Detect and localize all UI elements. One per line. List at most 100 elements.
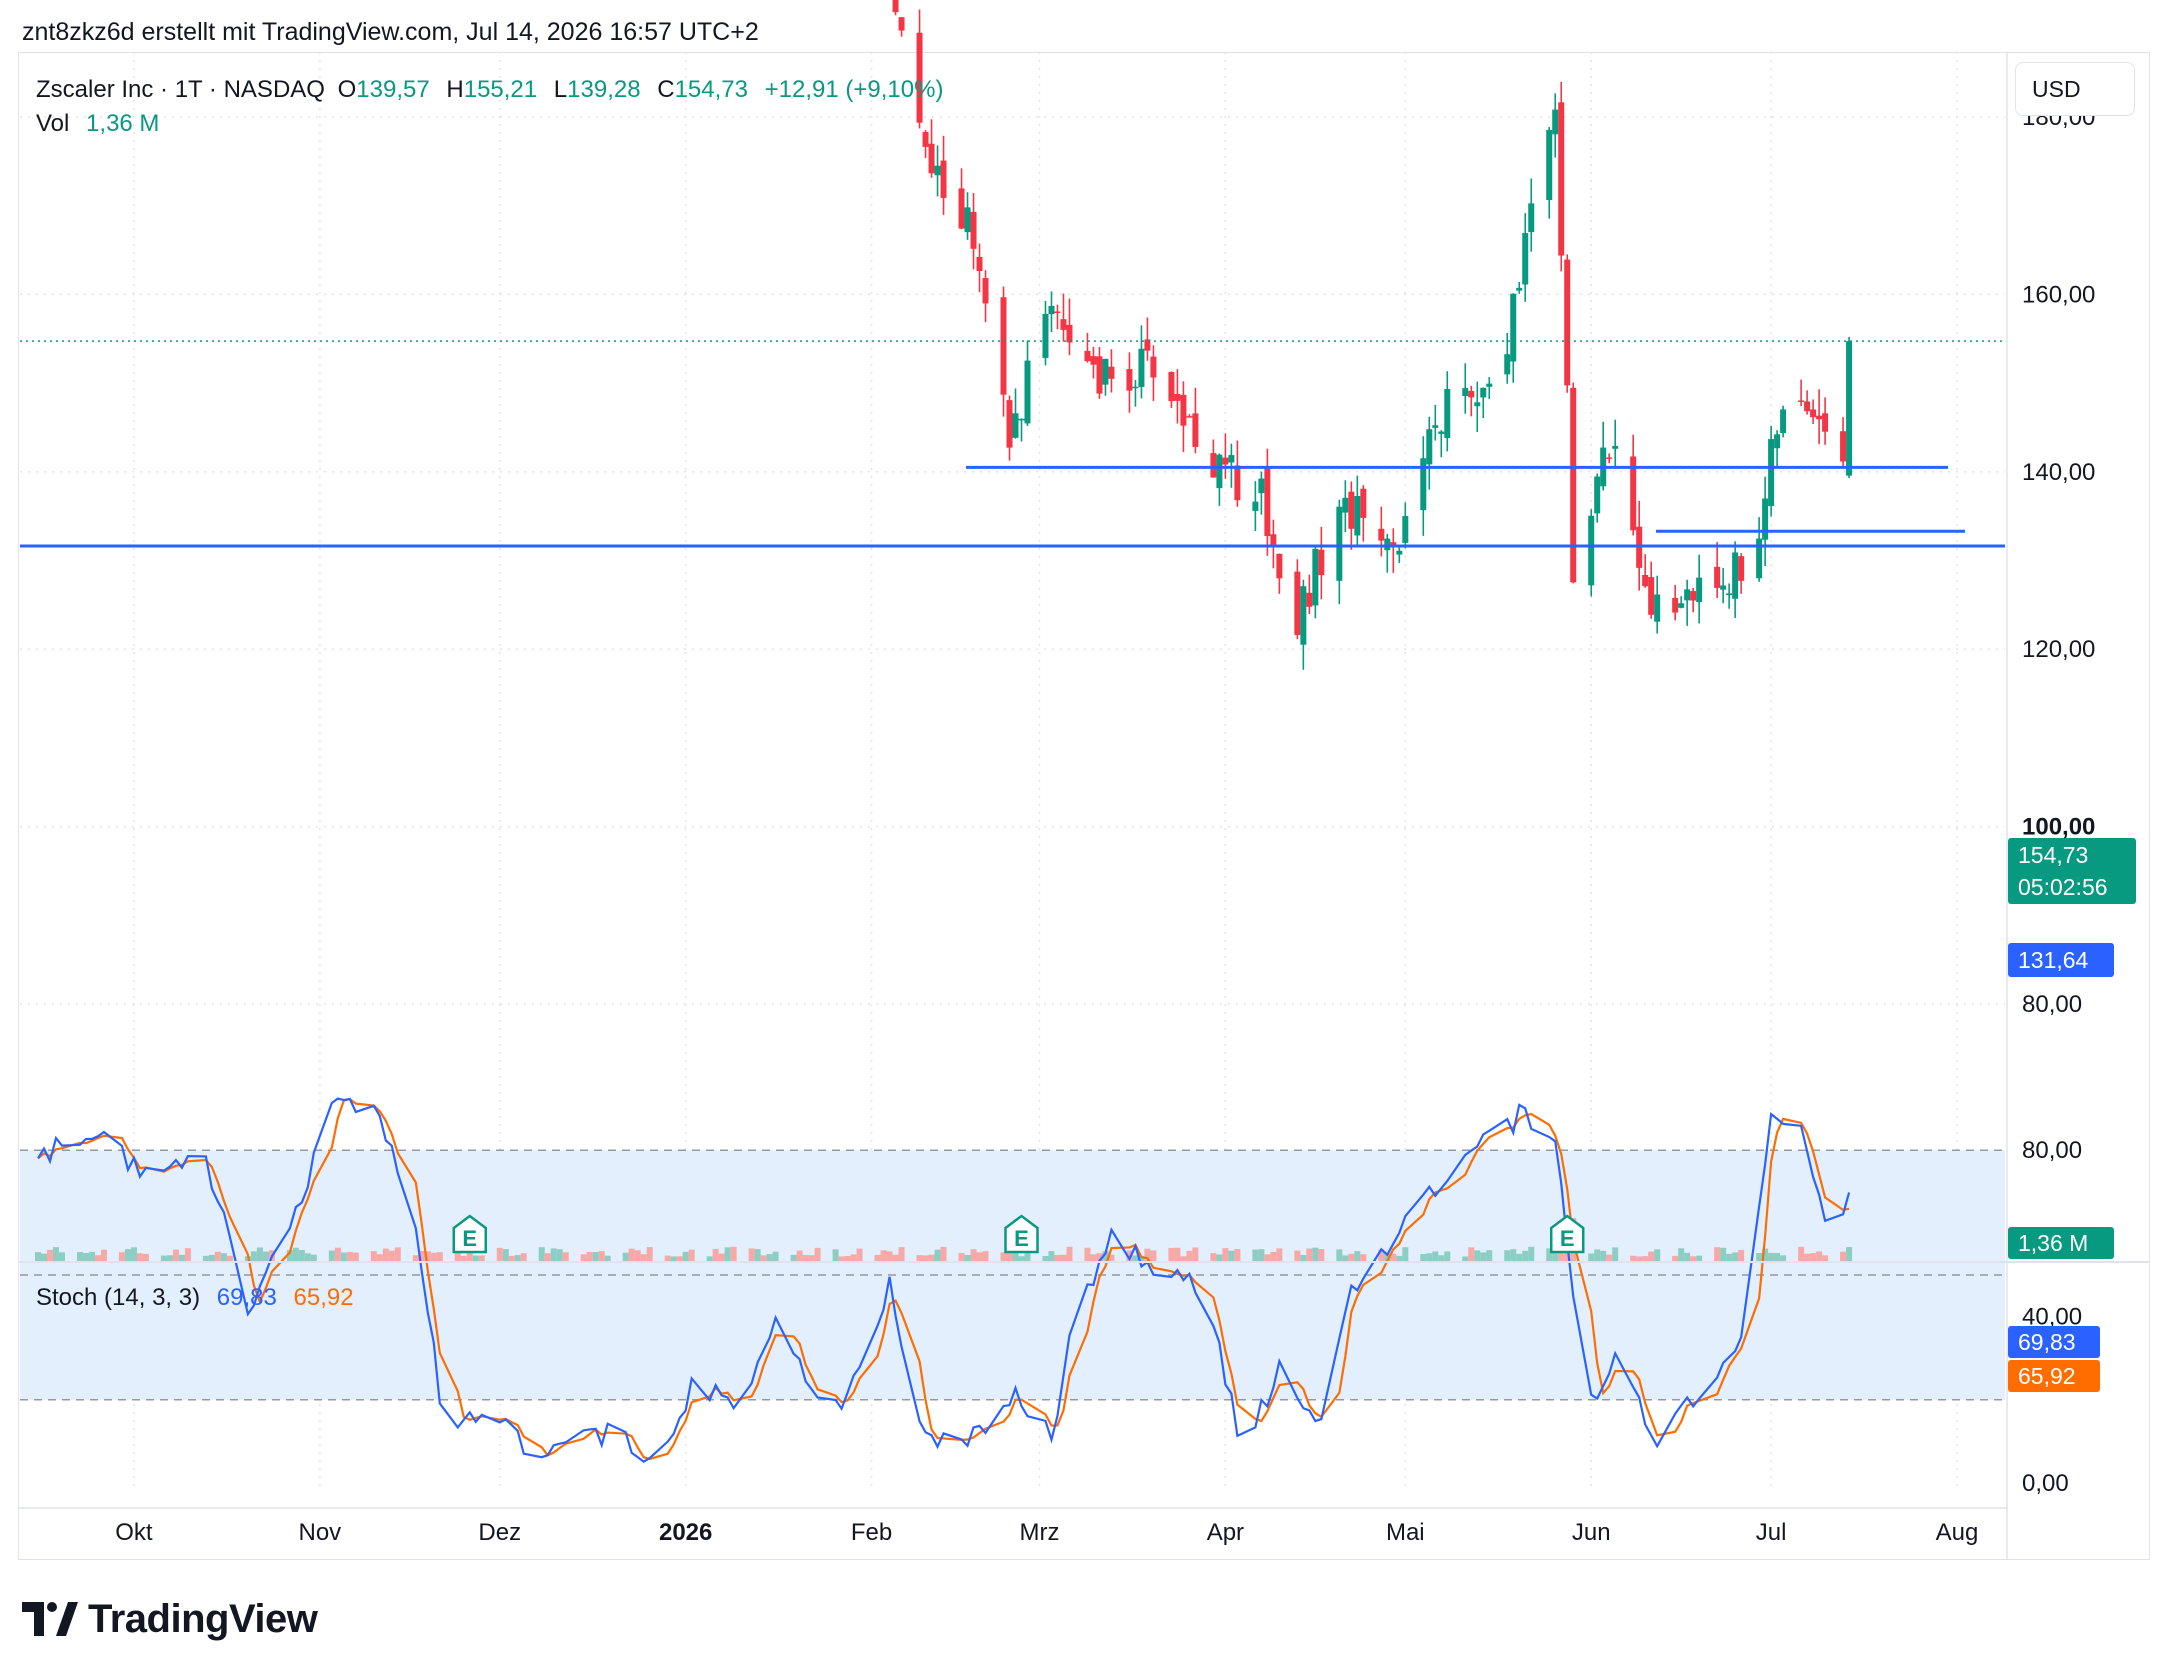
volume-bar — [562, 1252, 569, 1262]
countdown-value: 05:02:56 — [2018, 874, 2108, 900]
volume-bar — [1528, 1246, 1535, 1262]
earnings-marker-letter: E — [1560, 1226, 1575, 1251]
currency-button[interactable]: USD — [2015, 62, 2135, 116]
volume-bar — [1486, 1250, 1493, 1262]
volume-bar — [1522, 1250, 1529, 1262]
volume-bar — [436, 1252, 443, 1262]
candle-body — [1006, 400, 1013, 448]
candle-body — [1354, 496, 1361, 536]
candle-body — [1594, 476, 1601, 514]
candle-body — [1252, 501, 1259, 511]
candle-body — [1180, 394, 1187, 426]
earnings-marker-shape[interactable] — [1004, 1214, 1039, 1254]
symbol-label[interactable]: Zscaler Inc · 1T · NASDAQ — [36, 76, 325, 103]
volume-bar — [412, 1255, 419, 1262]
earnings-marker-shape[interactable] — [1549, 1214, 1585, 1254]
volume-bar — [1084, 1247, 1091, 1262]
volume-bar — [1612, 1247, 1619, 1262]
candle-body — [1108, 366, 1115, 379]
candle-body — [1480, 387, 1487, 398]
candle-body — [1444, 388, 1451, 439]
volume-bar — [934, 1249, 941, 1262]
candle-body — [928, 143, 935, 174]
volume-bar — [1138, 1255, 1145, 1262]
volume-bar — [1174, 1247, 1181, 1262]
volume-bar — [1516, 1253, 1523, 1262]
candle-body — [1840, 431, 1847, 462]
candle-body — [1276, 553, 1283, 579]
open-label: O — [337, 76, 357, 103]
volume-bar — [886, 1251, 893, 1262]
volume-bar — [136, 1253, 143, 1262]
volume-bar — [970, 1249, 977, 1262]
chart-frame[interactable] — [18, 52, 2150, 1560]
volume-bar — [1552, 1252, 1559, 1262]
volume-label[interactable]: Vol — [36, 110, 70, 137]
volume-bar — [220, 1253, 227, 1262]
volume-bar — [1336, 1249, 1343, 1262]
volume-bar — [640, 1254, 647, 1262]
candles — [892, 0, 1853, 670]
volume-bar — [1594, 1249, 1601, 1262]
earnings-marker-shape[interactable] — [452, 1214, 488, 1254]
stoch-axis-label: 80,00 — [2022, 1137, 2082, 1164]
volume-bar — [1444, 1251, 1451, 1262]
candle-body — [1804, 401, 1811, 412]
volume-bar — [748, 1248, 755, 1262]
volume-bar — [58, 1252, 65, 1262]
candle-body — [958, 188, 965, 229]
volume-bar — [1354, 1251, 1361, 1262]
volume-bar — [754, 1249, 761, 1262]
candle-body — [1300, 586, 1307, 645]
candle-body — [1000, 297, 1007, 395]
volume-bar — [172, 1249, 179, 1262]
candle-body — [1732, 552, 1739, 599]
stoch-d-tag: 65,92 — [2008, 1360, 2100, 1392]
candle-body — [1126, 369, 1133, 391]
volume-bar — [1420, 1254, 1427, 1262]
volume-bar — [1642, 1256, 1649, 1262]
volume-bar — [118, 1252, 125, 1262]
volume-bar — [250, 1251, 257, 1262]
volume-bar — [286, 1250, 293, 1262]
volume-bar — [796, 1250, 803, 1262]
volume-bar — [1360, 1254, 1367, 1262]
stoch-label[interactable]: Stoch (14, 3, 3) — [36, 1284, 201, 1311]
volume-bar — [1474, 1250, 1481, 1262]
candle-body — [1612, 445, 1619, 449]
tradingview-logo[interactable]: TradingView — [22, 1596, 318, 1642]
candle-body — [1192, 413, 1199, 447]
volume-bar — [1042, 1256, 1049, 1262]
close-value: 154,73 — [674, 76, 748, 103]
stoch-band — [20, 1149, 2005, 1401]
volume-bar — [1810, 1253, 1817, 1262]
volume-bar — [502, 1249, 509, 1262]
volume-bar — [1384, 1253, 1391, 1262]
volume-bar — [1306, 1248, 1313, 1262]
volume-bar — [82, 1253, 89, 1262]
volume-bar — [964, 1254, 971, 1262]
low-value: 139,28 — [567, 76, 641, 103]
volume-bar — [130, 1247, 137, 1262]
volume-bar — [1228, 1250, 1235, 1262]
volume-bar — [1600, 1250, 1607, 1262]
candle-body — [1420, 458, 1427, 511]
volume-bar — [1168, 1247, 1175, 1262]
candle-body — [1780, 409, 1787, 434]
time-axis-label: Apr — [1207, 1519, 1244, 1546]
stoch-d-line — [37, 1098, 1850, 1461]
volume-bar — [256, 1247, 263, 1262]
volume-bar — [592, 1252, 599, 1262]
line-price-tag: 131,64 — [2008, 943, 2114, 977]
candle-body — [1510, 293, 1517, 362]
volume-bar — [544, 1253, 551, 1262]
candle-body — [1558, 102, 1565, 256]
last-price-tag: 154,73 05:02:56 — [2008, 838, 2136, 904]
volume-bar — [1822, 1255, 1829, 1262]
volume-bar — [1690, 1256, 1697, 1262]
volume-bar — [1510, 1249, 1517, 1262]
candle-body — [1564, 259, 1571, 386]
candle-body — [1552, 109, 1559, 135]
